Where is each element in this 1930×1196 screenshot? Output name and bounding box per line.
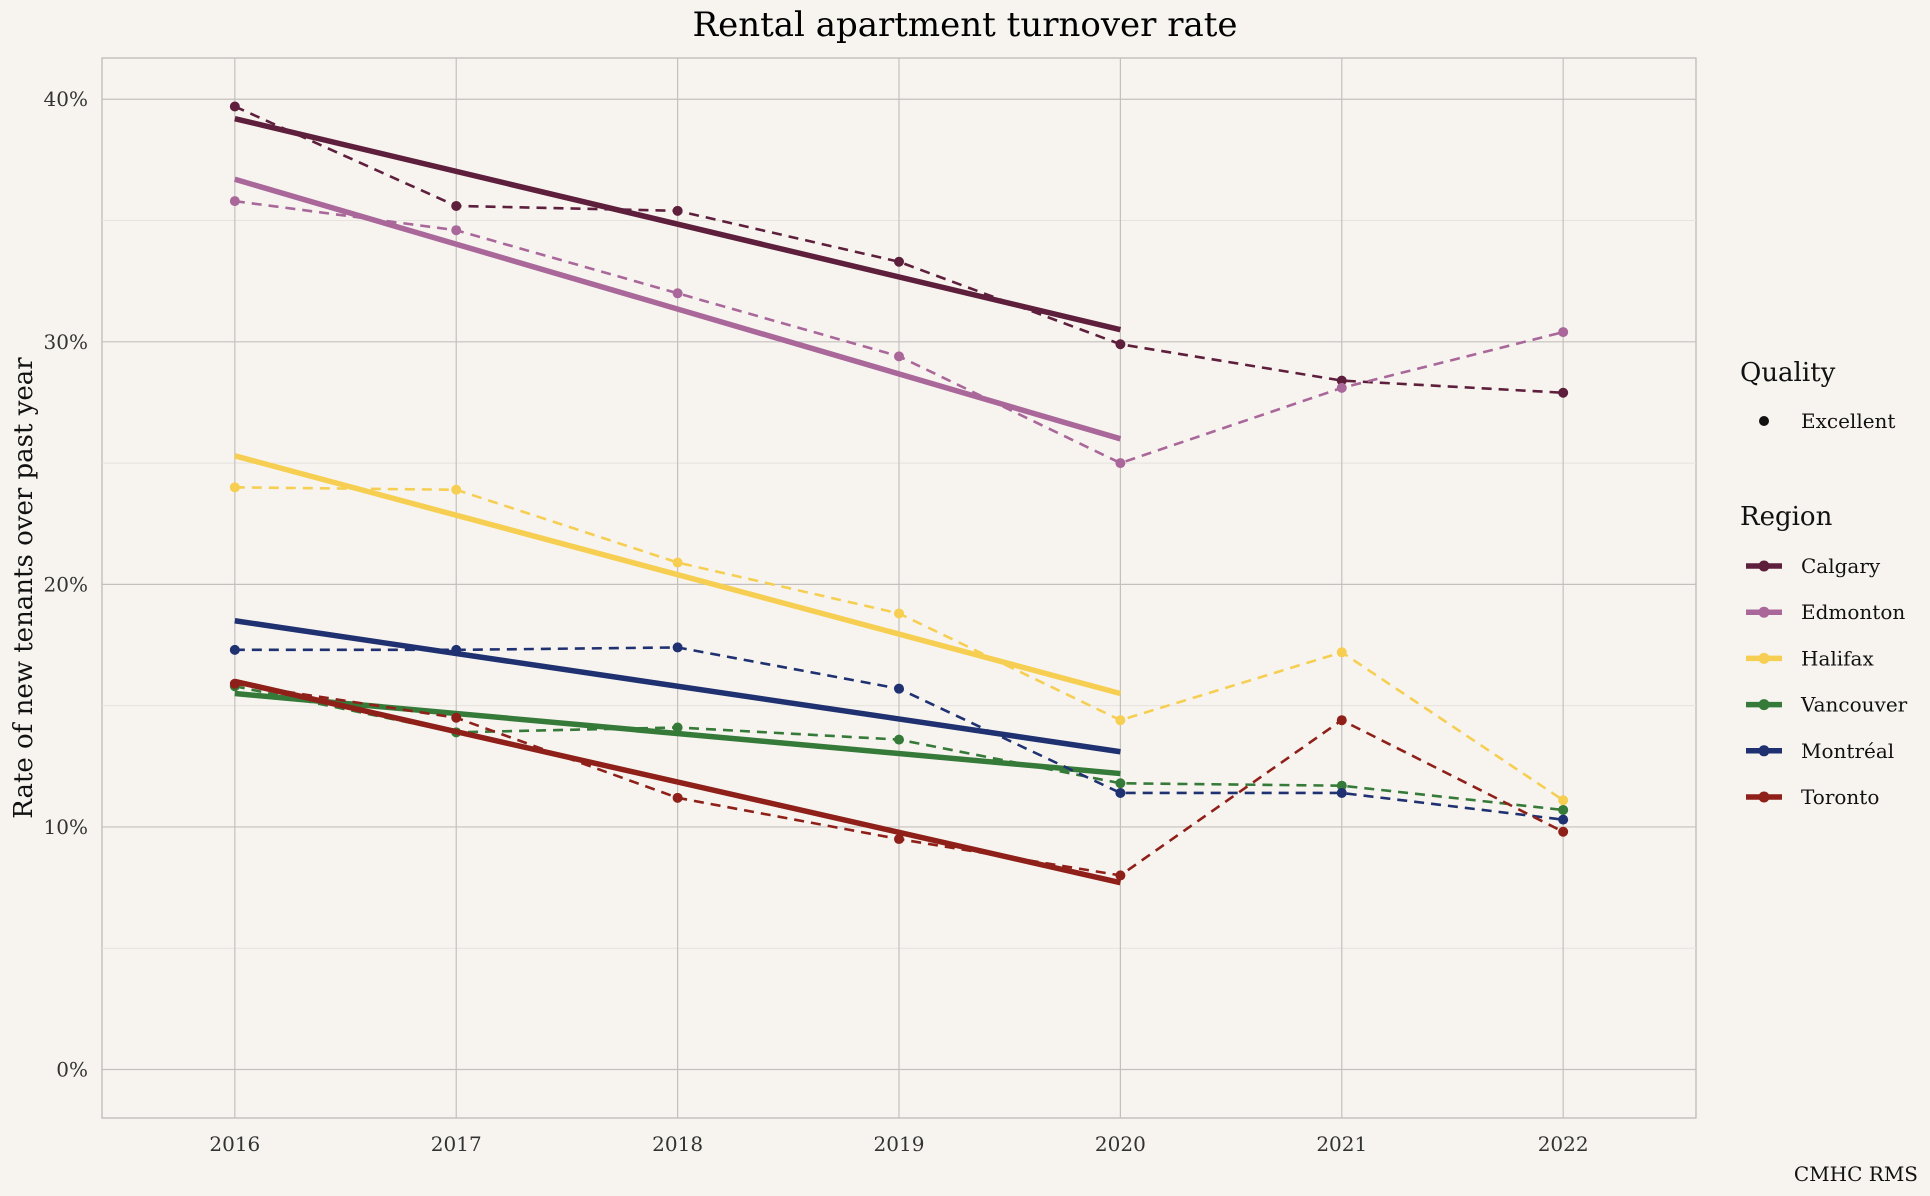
legend-region-label: Halifax	[1801, 646, 1874, 670]
data-point	[229, 101, 240, 112]
data-point	[229, 678, 240, 689]
x-tick-label: 2020	[1095, 1132, 1146, 1156]
legend-region-marker	[1758, 652, 1770, 664]
series-calgary	[229, 101, 1569, 398]
x-tick-labels: 2016 2017 2018 2019 2020 2021 2022	[209, 1132, 1588, 1156]
series-edmonton	[229, 176, 1569, 469]
legend-region-label: Edmonton	[1801, 600, 1905, 624]
x-tick-label: 2019	[874, 1132, 925, 1156]
series-lines	[229, 101, 1569, 886]
x-tick-label: 2018	[652, 1132, 703, 1156]
legend-region-marker	[1758, 699, 1770, 711]
legend-region-label: Vancouver	[1800, 693, 1908, 717]
data-point	[1115, 787, 1126, 798]
y-axis-label: Rate of new tenants over past year	[9, 357, 39, 819]
data-point	[1115, 458, 1126, 469]
legend-region-marker	[1758, 791, 1770, 803]
data-point	[1336, 382, 1347, 393]
data-point	[451, 644, 462, 655]
legend-region-items: Calgary Edmonton Halifax Vancouver Montréal T…	[1746, 554, 1908, 809]
trend-line	[234, 115, 1122, 333]
data-point	[451, 225, 462, 236]
data-point	[1115, 870, 1126, 881]
legend-region-label: Montréal	[1801, 739, 1894, 763]
data-point	[451, 712, 462, 723]
data-point	[1115, 778, 1126, 789]
legend-quality-marker	[1759, 416, 1769, 426]
data-point	[1336, 787, 1347, 798]
source-caption: CMHC RMS	[1794, 1162, 1918, 1186]
y-tick-labels: 0% 10% 20% 30% 40%	[44, 87, 88, 1081]
y-tick-label: 40%	[44, 87, 88, 111]
data-point	[672, 288, 683, 299]
data-point	[1115, 715, 1126, 726]
chart-title: Rental apartment turnover rate	[692, 5, 1237, 45]
data-point	[894, 734, 904, 745]
x-tick-label: 2017	[431, 1132, 482, 1156]
data-point	[672, 792, 683, 803]
legend-region-title: Region	[1740, 502, 1833, 532]
data-point	[894, 683, 904, 694]
y-tick-label: 30%	[44, 330, 88, 354]
y-tick-label: 20%	[44, 572, 88, 596]
data-point	[1336, 715, 1347, 726]
data-point	[1115, 339, 1126, 350]
trend-line	[234, 690, 1121, 777]
data-point	[1336, 647, 1347, 658]
legend-region-marker	[1758, 745, 1770, 757]
data-point	[672, 557, 683, 568]
data-point	[1336, 780, 1347, 791]
data-point	[1336, 375, 1347, 386]
data-point	[894, 256, 904, 267]
data-point	[894, 608, 904, 619]
data-point	[229, 644, 240, 655]
data-point	[229, 196, 240, 207]
legend-region-marker	[1758, 606, 1770, 618]
trend-line	[234, 176, 1122, 442]
series-halifax	[229, 453, 1569, 806]
data-point	[894, 834, 904, 845]
data-point	[1558, 327, 1569, 338]
legend-region-label: Toronto	[1801, 785, 1879, 809]
series-montréal	[229, 618, 1569, 825]
data-point	[1558, 795, 1569, 806]
data-point	[1558, 814, 1569, 825]
x-tick-label: 2022	[1538, 1132, 1589, 1156]
legend-quality-title: Quality	[1740, 358, 1836, 388]
y-tick-label: 10%	[44, 815, 88, 839]
legend-quality-items: Excellent	[1759, 409, 1895, 433]
data-point	[1558, 804, 1569, 815]
trend-line	[234, 453, 1122, 697]
x-tick-label: 2021	[1316, 1132, 1367, 1156]
legend-region-label: Calgary	[1801, 554, 1881, 578]
legend-region-marker	[1758, 560, 1770, 572]
legend-quality-label: Excellent	[1801, 409, 1895, 433]
data-point	[1558, 387, 1569, 398]
data-point	[229, 482, 240, 493]
x-tick-label: 2016	[209, 1132, 260, 1156]
grid	[102, 58, 1696, 1118]
data-point	[672, 642, 683, 653]
data-point	[451, 484, 462, 495]
legend: Quality Region Excellent Calgary Edmonton…	[1740, 358, 1908, 809]
data-point	[451, 200, 462, 211]
data-point	[894, 351, 904, 362]
trend-line	[234, 678, 1121, 886]
data-point	[1558, 826, 1569, 837]
data-point	[672, 722, 683, 733]
trend-line	[234, 618, 1121, 755]
y-tick-label: 0%	[56, 1057, 88, 1081]
data-point	[672, 205, 683, 216]
series-toronto	[229, 678, 1569, 886]
